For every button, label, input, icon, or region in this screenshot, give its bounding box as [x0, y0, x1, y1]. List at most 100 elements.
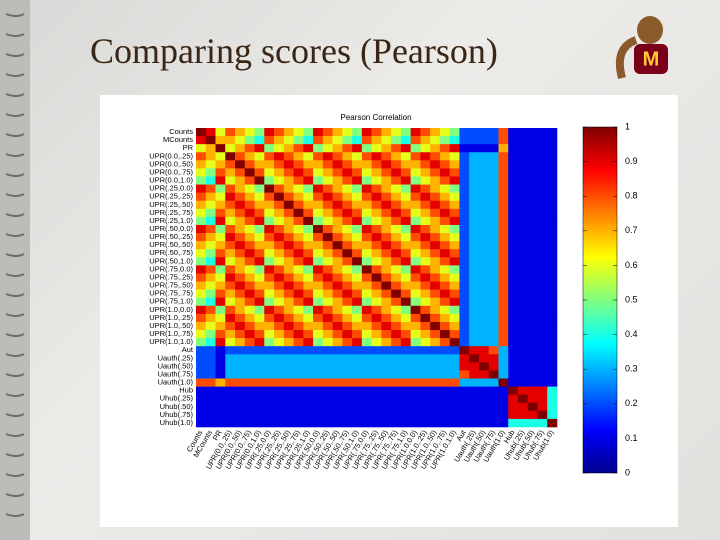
heatmap-cell	[391, 257, 402, 266]
heatmap-cell	[420, 273, 431, 282]
heatmap-cell	[313, 321, 324, 331]
heatmap-cell	[254, 330, 265, 339]
heatmap-cell	[352, 362, 363, 371]
heatmap-cell	[196, 378, 207, 387]
heatmap-cell	[225, 208, 236, 218]
heatmap-cell	[547, 289, 558, 299]
heatmap-cell	[332, 386, 343, 395]
heatmap-cell	[430, 152, 441, 161]
heatmap-cell	[283, 224, 294, 234]
heatmap-cell	[196, 208, 207, 218]
heatmap-cell	[469, 224, 480, 234]
heatmap-cell	[400, 305, 411, 315]
heatmap-cell	[313, 249, 324, 258]
heatmap-cell	[498, 378, 509, 387]
heatmap-cell	[459, 394, 470, 404]
heatmap-cell	[420, 297, 431, 307]
heatmap-cell	[420, 394, 431, 404]
heatmap-cell	[469, 176, 480, 185]
heatmap-cell	[381, 378, 392, 387]
heatmap-cell	[449, 257, 460, 266]
heatmap-cell	[459, 208, 470, 218]
heatmap-cell	[293, 313, 304, 323]
heatmap-cell	[332, 152, 343, 161]
heatmap-cell	[244, 208, 255, 218]
heatmap-cell	[469, 281, 480, 290]
heatmap-cell	[508, 354, 519, 363]
heatmap-cell	[205, 233, 216, 242]
heatmap-cell	[508, 241, 519, 250]
heatmap-cell	[381, 176, 392, 185]
heatmap-cell	[478, 354, 490, 363]
heatmap-cell	[381, 330, 392, 339]
heatmap-cell	[361, 338, 372, 347]
heatmap-cell	[196, 168, 207, 177]
row-label: UPR(1.0,.50)	[149, 321, 193, 330]
heatmap-cell	[517, 208, 529, 218]
heatmap-cell	[478, 168, 490, 177]
heatmap-cell	[469, 184, 480, 193]
heatmap-cell	[547, 394, 558, 404]
heatmap-cell	[264, 281, 275, 290]
heatmap-cell	[293, 192, 304, 202]
heatmap-cell	[371, 289, 382, 299]
heatmap-cell	[381, 402, 392, 412]
heatmap-cell	[517, 346, 529, 355]
heatmap-cell	[488, 160, 499, 169]
heatmap-cell	[196, 410, 207, 420]
heatmap-cell	[332, 160, 343, 169]
heatmap-cell	[352, 346, 363, 355]
heatmap-cell	[322, 370, 333, 379]
heatmap-cell	[469, 362, 480, 371]
heatmap-cell	[352, 192, 363, 202]
heatmap-cell	[498, 418, 509, 428]
heatmap-cell	[420, 410, 431, 420]
heatmap-cell	[225, 160, 236, 169]
heatmap-cell	[361, 152, 372, 161]
heatmap-cell	[352, 330, 363, 339]
heatmap-cell	[322, 281, 333, 290]
heatmap-cell	[274, 249, 285, 258]
heatmap-cell	[439, 362, 450, 371]
heatmap-cell	[225, 338, 236, 347]
heatmap-cell	[205, 313, 216, 323]
heatmap-cell	[517, 192, 529, 202]
heatmap-cell	[254, 168, 265, 177]
heatmap-cell	[283, 402, 294, 412]
heatmap-cell	[332, 402, 343, 412]
heatmap-cell	[527, 224, 538, 234]
heatmap-cell	[527, 305, 538, 315]
heatmap-cell	[196, 136, 207, 145]
heatmap-cell	[400, 346, 411, 355]
heatmap-cell	[293, 208, 304, 218]
heatmap-cell	[410, 176, 421, 185]
heatmap-cell	[488, 208, 499, 218]
heatmap-cell	[205, 192, 216, 202]
heatmap-cell	[410, 152, 421, 161]
heatmap-cell	[537, 378, 548, 387]
heatmap-cell	[410, 249, 421, 258]
heatmap-cell	[244, 233, 255, 242]
heatmap-cell	[332, 418, 343, 428]
heatmap-cell	[459, 233, 470, 242]
heatmap-cell	[547, 362, 558, 371]
heatmap-cell	[235, 338, 246, 347]
heatmap-cell	[244, 136, 255, 145]
heatmap-cell	[371, 394, 382, 404]
heatmap-cell	[196, 200, 207, 210]
heatmap-cell	[264, 216, 275, 226]
heatmap-cell	[371, 257, 382, 266]
heatmap-cell	[205, 321, 216, 331]
heatmap-cell	[488, 265, 499, 274]
heatmap-cell	[361, 168, 372, 177]
heatmap-cell	[478, 378, 490, 387]
heatmap-cell	[254, 144, 265, 153]
heatmap-cell	[400, 192, 411, 202]
heatmap-cell	[391, 410, 402, 420]
heatmap-cell	[342, 192, 353, 202]
heatmap-cell	[283, 200, 294, 210]
heatmap-cell	[537, 362, 548, 371]
heatmap-cell	[488, 418, 499, 428]
heatmap-cell	[517, 297, 529, 307]
heatmap-cell	[517, 338, 529, 347]
